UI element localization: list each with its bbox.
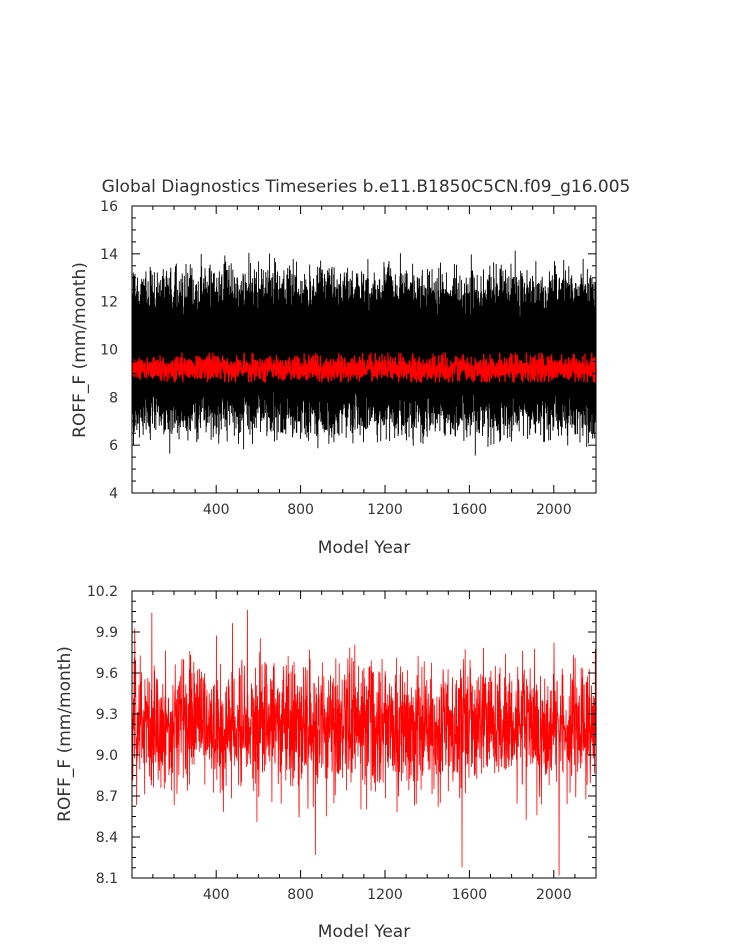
y-tick-label: 8	[109, 390, 118, 406]
x-tick-label: 400	[203, 502, 230, 518]
bottom-plot-ticks: 400 800 1200 1600 2000 8.1 8.4 8.7 9.0 9.3 9.6 9.9 1…	[87, 584, 596, 903]
x-tick-label: 1200	[367, 502, 403, 518]
bottom-x-axis-label: Model Year	[318, 922, 410, 942]
y-tick-label: 8.4	[96, 830, 118, 846]
x-tick-label: 2000	[536, 887, 572, 903]
top-plot-ticks: 400 800 1200 1600 2000 4 6 8 10 12 14 16	[100, 199, 596, 518]
chart-monthly-annual: 400 800 1200 1600 2000 4 6 8 10 12 14 16 Model Year…	[70, 199, 597, 558]
y-tick-label: 9.0	[96, 748, 118, 764]
y-tick-label: 9.6	[96, 666, 118, 682]
chart-annual: 400 800 1200 1600 2000 8.1 8.4 8.7 9.0 9.3 9.6 9.9 1…	[55, 584, 597, 942]
bottom-plot-data	[131, 609, 597, 876]
x-tick-label: 1600	[452, 502, 488, 518]
y-tick-label: 9.3	[96, 707, 118, 723]
series-line-annual	[131, 352, 597, 383]
top-y-axis-label: ROFF_F (mm/month)	[70, 262, 90, 438]
y-tick-label: 12	[100, 295, 118, 311]
figure-title: Global Diagnostics Timeseries b.e11.B185…	[102, 177, 631, 197]
y-tick-label: 14	[100, 247, 118, 263]
x-tick-label: 800	[287, 502, 314, 518]
top-plot-data	[131, 250, 597, 456]
x-tick-label: 1600	[452, 887, 488, 903]
y-tick-label: 4	[109, 486, 118, 502]
bottom-y-axis-label: ROFF_F (mm/month)	[55, 646, 75, 822]
series-line-annual	[131, 609, 597, 876]
y-tick-label: 9.9	[96, 625, 118, 641]
x-tick-label: 800	[287, 887, 314, 903]
x-tick-label: 400	[203, 887, 230, 903]
y-tick-label: 8.1	[96, 871, 118, 887]
y-tick-label: 10.2	[87, 584, 118, 600]
top-x-axis-label: Model Year	[318, 538, 410, 558]
x-tick-label: 1200	[367, 887, 403, 903]
y-tick-label: 6	[109, 438, 118, 454]
series-line-monthly	[131, 250, 597, 456]
x-tick-label: 2000	[536, 502, 572, 518]
y-tick-label: 10	[100, 343, 118, 359]
y-tick-label: 8.7	[96, 789, 118, 805]
y-tick-label: 16	[100, 199, 118, 215]
